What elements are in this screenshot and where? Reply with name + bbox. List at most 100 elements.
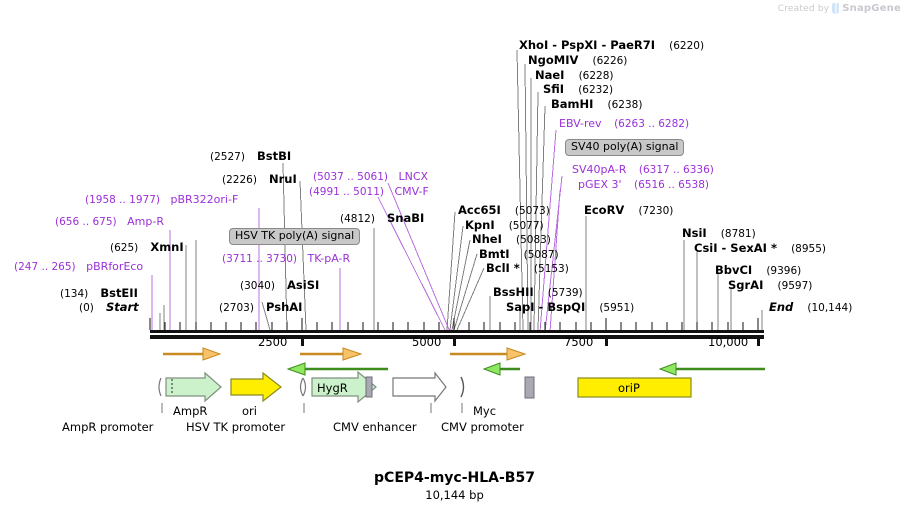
feature-label-ori[interactable]: ori [242,404,257,418]
primer-label-lncx[interactable]: (5037 .. 5061) LNCX [313,171,428,183]
site-label-nrui[interactable]: (2226) NruI [222,170,297,186]
site-name: SapI - BspQI [506,300,586,314]
primer-label-pbr322ori-f[interactable]: (1958 .. 1977) pBR322ori-F [85,194,238,206]
ruler-minor-ticks [149,318,759,330]
feature-pill-hsv-tk-polya-signal[interactable]: HSV TK poly(A) signal [229,228,361,246]
site-label-sapi-bspqi[interactable]: SapI - BspQI (5951) [506,298,634,314]
feature-label-cmv-enhancer[interactable]: CMV enhancer [333,420,417,434]
primer-label-tk-pa-r[interactable]: (3711 .. 3730) TK-pA-R [222,253,350,265]
primer-name: EBV-rev [559,117,602,130]
site-position: (4812) [340,213,375,225]
site-label-kpni[interactable]: KpnI (5077) [465,216,544,232]
feature-pill-sv40-polya-signal[interactable]: SV40 poly(A) signal [565,139,685,157]
site-label-end[interactable]: End (10,144) [769,298,852,314]
site-label-bamhi[interactable]: BamHI (6238) [551,95,642,111]
site-label-bbvci[interactable]: BbvCI (9396) [715,261,801,277]
primer-position: (247 .. 265) [14,261,76,273]
feature-ori [230,371,282,403]
primer-position: (6317 .. 6336) [638,164,714,176]
site-position: (6228) [578,70,614,82]
feature-label-orip[interactable]: oriP [618,381,640,395]
feature-label-ampr-promoter[interactable]: AmpR promoter [62,420,154,434]
site-label-acc65i[interactable]: Acc65I (5073) [458,201,550,217]
site-label-ecorv[interactable]: EcoRV (7230) [584,201,673,217]
site-label-start[interactable]: (0) Start [79,298,139,314]
primer-name: SV40pA-R [572,163,627,176]
site-name: SfiI [543,82,565,96]
site-position: (2226) [222,174,257,186]
ruler-tick-2500 [301,336,304,346]
ruler-tick-7500 [605,336,608,346]
site-label-asisi[interactable]: (3040) AsiSI [240,276,319,292]
site-position: (9597) [777,280,813,292]
site-position: (8781) [720,228,756,240]
site-position: (8955) [791,243,826,255]
site-label-pshai[interactable]: (2703) PshAI [219,298,302,314]
primer-label-sv40pa-r[interactable]: SV40pA-R (6317 .. 6336) [572,164,714,176]
feature-label-myc[interactable]: Myc [473,404,497,418]
site-name: XmnI [150,240,184,254]
site-label-csii-sexai[interactable]: CsiI - SexAI * (8955) [694,239,826,255]
ruler-label-10000: 10,000 [708,335,749,349]
feature-label-hsv-tk-promoter[interactable]: HSV TK promoter [186,420,286,434]
ruler-tick-10000 [757,336,760,346]
site-label-snabi[interactable]: (4812) SnaBI [340,209,424,225]
primer-forward-1 [163,347,222,361]
feature-label-hygr[interactable]: HygR [317,381,348,395]
primer-name: LNCX [398,170,429,183]
site-label-bstbi[interactable]: (2527) BstBI [210,147,291,163]
primer-label-ebv-rev[interactable]: EBV-rev (6263 .. 6282) [559,118,689,130]
site-position: (5083) [515,234,551,246]
site-name: End [769,300,794,314]
primer-label-pgex-3-prime[interactable]: pGEX 3' (6516 .. 6538) [578,179,709,191]
ruler-label-5000: 5000 [412,335,442,349]
site-label-xhoi-pspxi-paer7i[interactable]: XhoI - PspXI - PaeR7I (6220) [519,36,704,52]
primer-label-amp-r[interactable]: (656 .. 675) Amp-R [55,216,164,228]
feature-label-cmv-promoter[interactable]: CMV promoter [441,420,524,434]
feature-hsv-tk-promoter [299,377,307,397]
primer-label-cmv-f[interactable]: (4991 .. 5011) CMV-F [309,186,429,198]
primer-position: (6263 .. 6282) [614,118,690,130]
site-name: Acc65I [458,203,501,217]
primer-position: (4991 .. 5011) [309,186,384,198]
site-name: XhoI - PspXI - PaeR7I [519,38,656,52]
site-label-bmti[interactable]: BmtI (5087) [479,245,559,261]
site-name: NheI [472,232,502,246]
site-name: SgrAI [728,278,764,292]
site-label-bcli[interactable]: BclI * (5153) [486,259,569,275]
site-label-sfii[interactable]: SfiI (6232) [543,80,613,96]
feature-ampr-promoter [158,377,162,397]
ruler-bar-bottom [150,335,764,339]
site-name: BmtI [479,247,510,261]
primer-label-pbrforeco[interactable]: (247 .. 265) pBRforEco [14,261,143,273]
site-position: (6220) [669,40,705,52]
primer-name: pBRforEco [86,260,144,273]
site-position: (2703) [219,302,254,314]
site-position: (625) [110,242,139,254]
site-label-ngomiv[interactable]: NgoMIV (6226) [528,51,627,67]
site-position: (0) [79,302,94,314]
site-position: (9396) [766,265,802,277]
primer-reverse-2 [482,362,520,376]
site-label-sgrai[interactable]: SgrAI (9597) [728,276,812,292]
feature-label-ampr[interactable]: AmpR [173,404,208,418]
site-position: (3040) [240,280,275,292]
watermark-prefix: Created by [777,3,830,14]
site-label-bsteii[interactable]: (134) BstEII [60,284,138,300]
site-name: NruI [269,172,297,186]
primer-name: Amp-R [127,215,164,228]
site-label-naei[interactable]: NaeI (6228) [535,66,613,82]
feature-orip-box [577,377,692,398]
primer-forward-3 [450,347,527,361]
snapgene-logo-icon [832,3,840,14]
site-name: NgoMIV [528,53,579,67]
site-label-nhei[interactable]: NheI (5083) [472,230,551,246]
site-label-xmni[interactable]: (625) XmnI [110,238,184,254]
site-label-nsii[interactable]: NsiI (8781) [682,224,756,240]
plasmid-length: 10,144 bp [425,488,484,502]
site-name: NaeI [535,68,565,82]
site-label-bsshii[interactable]: BssHII (5739) [493,283,583,299]
primer-position: (6516 .. 6538) [634,179,710,191]
